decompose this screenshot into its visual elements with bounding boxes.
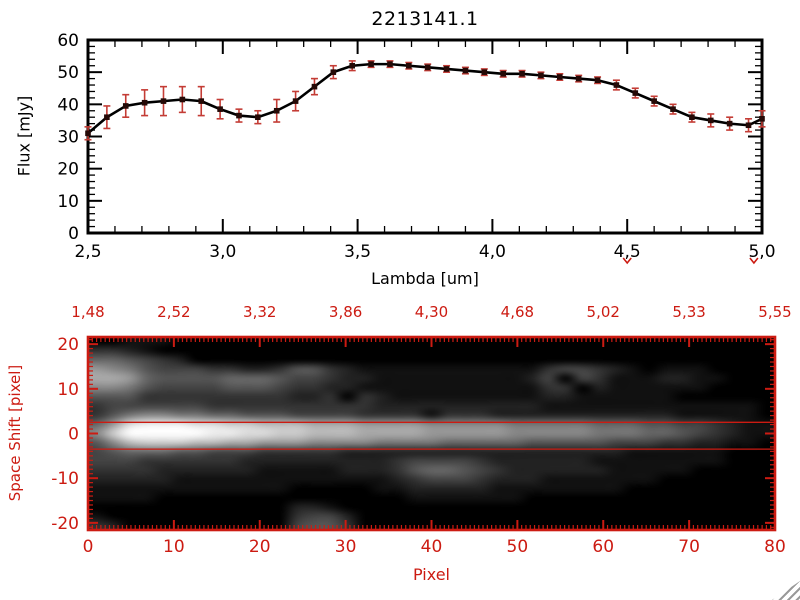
data-point-marker — [575, 75, 582, 82]
data-point-marker — [481, 69, 488, 75]
data-point-marker — [424, 64, 431, 71]
data-point-marker — [462, 67, 469, 74]
wavelength-tick-label: 5,33 — [672, 303, 705, 321]
space-shift-axis-label: Space Shift [pixel] — [6, 364, 24, 502]
data-point-marker — [141, 99, 148, 106]
lambda-tick-label: 4,5 — [614, 242, 641, 262]
space-shift-tick-label: 0 — [68, 425, 79, 445]
flux-tick-label: 0 — [68, 224, 79, 244]
data-point-marker — [255, 114, 261, 120]
data-point-marker — [500, 70, 506, 77]
data-point-marker — [179, 96, 186, 103]
data-point-marker — [538, 72, 544, 79]
lambda-tick-label: 4,0 — [479, 242, 506, 262]
wavelength-tick-label: 4,68 — [501, 303, 534, 321]
data-point-marker — [160, 98, 167, 104]
lambda-tick-label: 5,0 — [748, 242, 775, 262]
flux-tick-label: 10 — [57, 192, 79, 212]
pixel-tick-label: 10 — [163, 537, 185, 557]
data-point-marker — [85, 130, 91, 137]
data-point-marker — [707, 117, 714, 124]
wavelength-tick-label: 4,30 — [415, 303, 448, 321]
wavelength-tick-label: 3,86 — [329, 303, 362, 321]
pixel-tick-label: 40 — [421, 537, 443, 557]
pixel-axis-label: Pixel — [412, 565, 450, 584]
pixel-tick-label: 60 — [592, 537, 614, 557]
lambda-tick-label: 3,0 — [209, 242, 236, 262]
flux-tick-label: 20 — [57, 160, 79, 180]
data-point-marker — [273, 107, 280, 114]
image-axes: 1,48 2,52 3,32 3,86 4,30 4,68 5,02 5,33 5,55 0 10 2… — [51, 303, 791, 557]
data-point-marker — [236, 112, 242, 119]
spectrum-chart: 2,5 3,0 3,5 4,0 4,5 5,0 0 10 20 30 40 50 60 — [57, 31, 776, 265]
lambda-axis-label: Lambda [um] — [371, 269, 479, 288]
wavelength-tick-label: 3,32 — [243, 303, 276, 321]
data-point-marker — [368, 61, 374, 67]
data-point-marker — [519, 70, 525, 77]
space-shift-tick-label: 10 — [57, 380, 79, 400]
data-point-marker — [632, 90, 639, 96]
data-point-marker — [330, 69, 337, 75]
pixel-tick-label: 50 — [507, 537, 529, 557]
data-point-marker — [726, 120, 733, 127]
wavelength-tick-label: 1,48 — [71, 303, 104, 321]
wavelength-tick-label: 5,02 — [587, 303, 620, 321]
data-point-marker — [122, 103, 129, 109]
red-caret-mark — [749, 257, 759, 265]
red-caret-mark — [622, 257, 632, 265]
spectrum-line — [87, 62, 763, 135]
flux-tick-label: 60 — [57, 31, 79, 51]
data-point-marker — [557, 74, 563, 80]
data-point-marker — [613, 82, 620, 88]
flux-tick-label: 50 — [57, 63, 79, 83]
data-point-marker — [198, 98, 205, 104]
data-point-marker — [651, 98, 657, 104]
data-point-marker — [689, 114, 695, 120]
spectral-2d-image — [88, 337, 775, 530]
data-point-marker — [594, 77, 601, 84]
pixel-tick-label: 70 — [678, 537, 700, 557]
data-point-marker — [217, 106, 223, 112]
lambda-tick-label: 2,5 — [74, 242, 101, 262]
lambda-tick-label: 3,5 — [344, 242, 371, 262]
data-point-marker — [745, 122, 752, 129]
pixel-tick-label: 80 — [764, 537, 786, 557]
wavelength-tick-label: 2,52 — [157, 303, 190, 321]
space-shift-tick-label: 20 — [57, 335, 79, 355]
flux-tick-label: 40 — [57, 95, 79, 115]
pixel-tick-label: 30 — [335, 537, 357, 557]
data-point-marker — [349, 62, 356, 69]
data-point-marker — [104, 114, 110, 120]
data-point-marker — [387, 61, 393, 67]
pixel-tick-label: 0 — [83, 537, 94, 557]
pixel-tick-label: 20 — [249, 537, 271, 557]
space-shift-tick-label: -10 — [51, 469, 79, 489]
data-point-marker — [292, 98, 299, 104]
data-point-marker — [406, 62, 412, 69]
data-point-marker — [670, 106, 676, 112]
data-point-marker — [443, 66, 450, 72]
plot-title: 2213141.1 — [371, 8, 479, 30]
data-point-marker — [311, 83, 318, 90]
flux-axis-label: Flux [mJy] — [14, 95, 34, 177]
flux-tick-label: 30 — [57, 128, 79, 148]
data-point-marker — [759, 116, 765, 122]
wavelength-tick-label: 5,55 — [758, 303, 791, 321]
image-frame — [86, 335, 777, 532]
space-shift-tick-label: -20 — [51, 514, 79, 534]
